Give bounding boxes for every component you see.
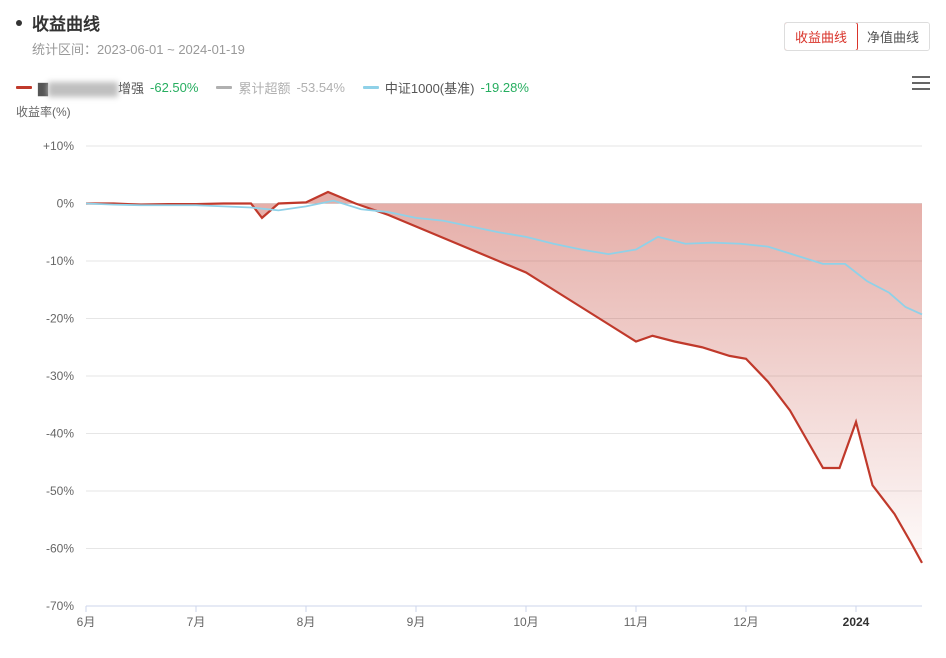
y-tick-label: -10%	[46, 254, 74, 268]
y-axis-title: 收益率(%)	[0, 97, 946, 120]
legend-swatch-icon	[216, 86, 232, 89]
x-tick-label: 12月	[733, 615, 758, 629]
legend-value: -19.28%	[480, 80, 528, 95]
legend-swatch-icon	[363, 86, 379, 89]
y-tick-label: -40%	[46, 427, 74, 441]
y-tick-label: -60%	[46, 542, 74, 556]
x-tick-label: 7月	[187, 615, 206, 629]
y-tick-label: -50%	[46, 484, 74, 498]
legend-name: 中证1000(基准)	[385, 78, 475, 97]
series-area-enhanced	[86, 192, 922, 563]
date-range-value: 2023-06-01 ~ 2024-01-19	[97, 42, 245, 57]
y-tick-label: 0%	[57, 197, 75, 211]
x-tick-label: 10月	[513, 615, 538, 629]
chart-legend: ▇增强 -62.50% 累计超额 -53.54% 中证1000(基准) -19.28…	[0, 58, 946, 97]
y-tick-label: -30%	[46, 369, 74, 383]
legend-value: -62.50%	[150, 80, 198, 95]
date-range-prefix: 统计区间：	[32, 42, 97, 57]
legend-name: ▇增强	[38, 78, 144, 97]
x-tick-label: 9月	[407, 615, 426, 629]
legend-name: 累计超额	[238, 78, 290, 97]
legend-value: -53.54%	[296, 80, 344, 95]
bullet-icon	[16, 20, 22, 26]
y-tick-label: +10%	[43, 139, 74, 153]
page-title: 收益曲线	[32, 10, 100, 35]
title-block: 收益曲线	[16, 10, 100, 35]
x-tick-label: 11月	[624, 615, 648, 629]
tab-0[interactable]: 收益曲线	[784, 22, 858, 51]
x-tick-label: 6月	[77, 615, 96, 629]
legend-swatch-icon	[16, 86, 32, 89]
line-chart: +10% 0% -10% -20% -30% -40% -50% -60% -70%6月 7月 8月…	[16, 126, 930, 636]
chart-area: +10% 0% -10% -20% -30% -40% -50% -60% -70%6月 7月 8月…	[16, 126, 930, 636]
tab-1[interactable]: 净值曲线	[857, 23, 929, 50]
x-tick-label: 2024	[843, 615, 870, 629]
legend-item-0[interactable]: ▇增强 -62.50%	[16, 78, 198, 97]
x-tick-label: 8月	[297, 615, 316, 629]
chart-tabs: 收益曲线净值曲线	[784, 22, 930, 51]
y-tick-label: -70%	[46, 599, 74, 613]
legend-item-1[interactable]: 累计超额 -53.54%	[216, 78, 344, 97]
legend-item-2[interactable]: 中证1000(基准) -19.28%	[363, 78, 529, 97]
hamburger-icon[interactable]	[912, 76, 930, 90]
y-tick-label: -20%	[46, 312, 74, 326]
